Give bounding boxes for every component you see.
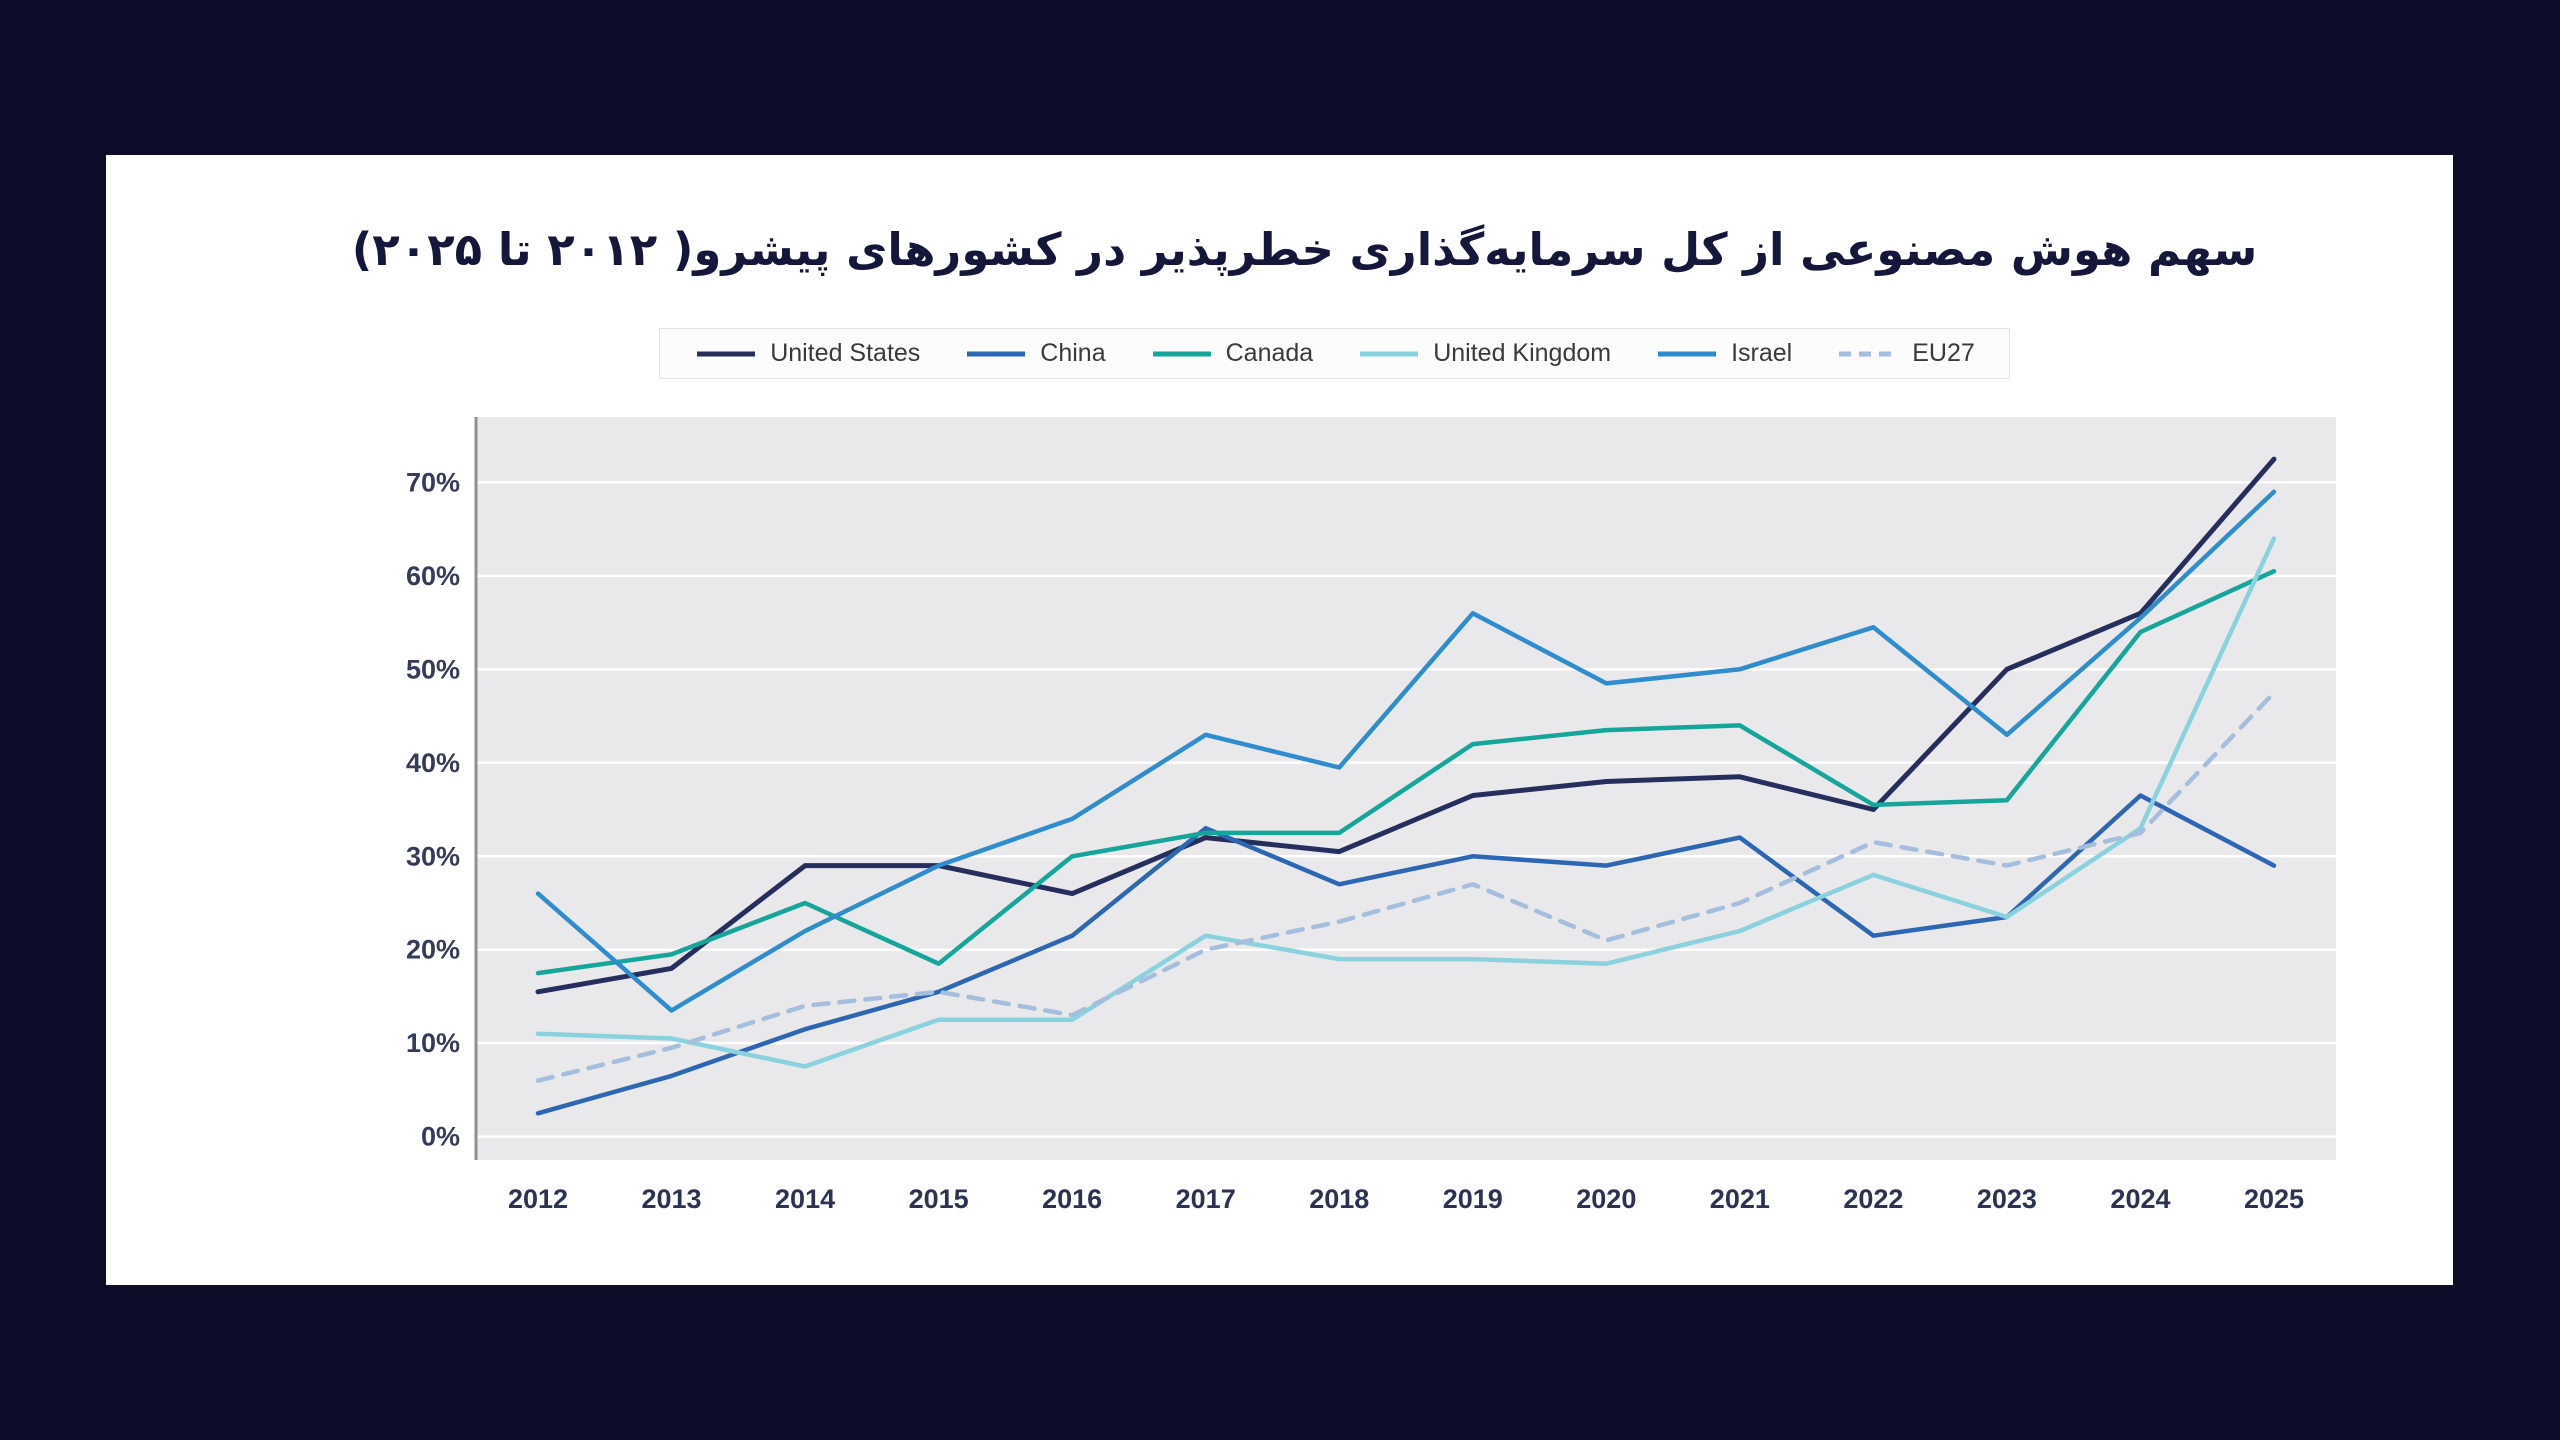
y-axis-tick-label: 0%	[421, 1122, 460, 1152]
x-axis-tick-label: 2023	[1977, 1184, 2037, 1214]
y-axis-tick-label: 20%	[406, 935, 460, 965]
x-axis-tick-label: 2012	[508, 1184, 568, 1214]
series-line-canada	[535, 568, 2277, 976]
legend-item-eu27[interactable]: EU27	[1836, 339, 1975, 368]
legend-label: EU27	[1912, 339, 1975, 367]
legend-label: Canada	[1225, 339, 1314, 367]
legend-line-swatch-icon	[1839, 351, 1898, 356]
y-axis-tick-label: 50%	[406, 654, 460, 684]
legend-line-swatch-icon	[1658, 351, 1717, 356]
x-axis-tick-label: 2021	[1710, 1184, 1770, 1214]
line-chart: 0% 10% 20% 30% 40% 50% 60% 70% 2012 2013 2014 2015 2…	[406, 417, 2336, 1214]
legend-item-canada[interactable]: Canada	[1150, 339, 1314, 368]
legend-line-swatch-icon	[967, 351, 1026, 356]
x-axis-tick-label: 2022	[1843, 1184, 1903, 1214]
x-axis-tick-label: 2025	[2244, 1184, 2304, 1214]
legend: United States China Canada United Kingdom Is…	[659, 328, 2010, 379]
chart-card: سهم هوش مصنوعی از کل سرمایه‌گذاری خطرپذی…	[106, 155, 2453, 1285]
y-axis-tick-label: 10%	[406, 1028, 460, 1058]
y-axis-tick-label: 40%	[406, 748, 460, 778]
x-axis-tick-label: 2015	[909, 1184, 969, 1214]
legend-label: Israel	[1731, 339, 1793, 367]
x-axis-tick-label: 2018	[1309, 1184, 1369, 1214]
x-axis-tick-label: 2020	[1576, 1184, 1636, 1214]
y-axis-tick-label: 70%	[406, 467, 460, 497]
y-axis-tick-label: 30%	[406, 841, 460, 871]
legend-line-swatch-icon	[697, 351, 756, 356]
x-axis-tick-label: 2014	[775, 1184, 835, 1214]
series-line-china	[535, 793, 2277, 1116]
legend-label: United Kingdom	[1433, 339, 1612, 367]
x-axis-tick-label: 2017	[1176, 1184, 1236, 1214]
legend-label: United States	[770, 339, 921, 367]
legend-item-israel[interactable]: Israel	[1655, 339, 1792, 368]
chart-title: سهم هوش مصنوعی از کل سرمایه‌گذاری خطرپذی…	[351, 223, 2258, 276]
legend-line-swatch-icon	[1152, 351, 1211, 356]
legend-item-china[interactable]: China	[964, 339, 1106, 368]
legend-label: China	[1040, 339, 1106, 367]
x-axis-tick-label: 2016	[1042, 1184, 1102, 1214]
x-axis-tick-label: 2019	[1443, 1184, 1503, 1214]
x-axis-tick-label: 2013	[641, 1184, 701, 1214]
x-axis-tick-label: 2024	[2110, 1184, 2170, 1214]
series-line-united-kingdom	[535, 536, 2277, 1069]
series-line-united-states	[535, 456, 2277, 995]
chart-area: 0% 10% 20% 30% 40% 50% 60% 70% 2012 2013 2014 2015 2…	[356, 405, 2453, 1240]
y-axis-tick-label: 60%	[406, 561, 460, 591]
legend-line-swatch-icon	[1360, 351, 1419, 356]
series-line-eu27	[535, 690, 2277, 1083]
legend-item-united-states[interactable]: United States	[694, 339, 920, 368]
series-line-israel	[535, 489, 2277, 1013]
legend-item-united-kingdom[interactable]: United Kingdom	[1357, 339, 1611, 368]
